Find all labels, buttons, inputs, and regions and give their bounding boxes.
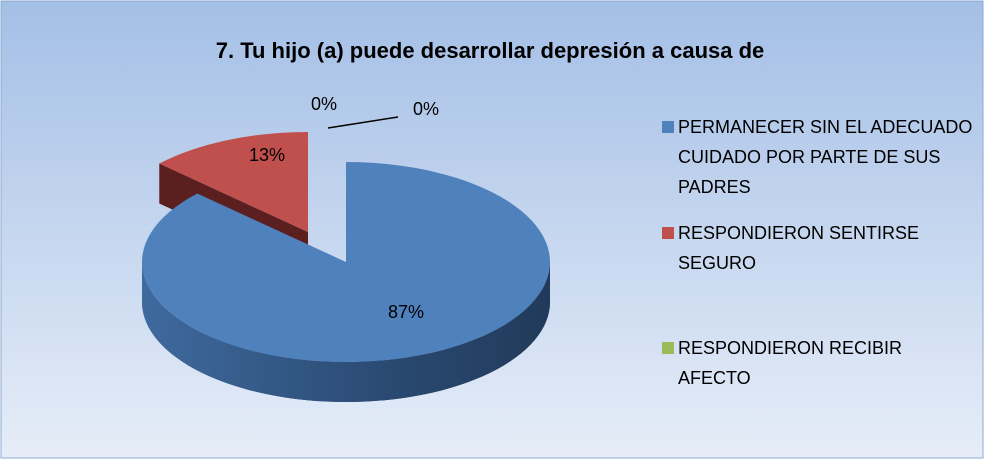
- pie-side: [142, 262, 550, 402]
- leader-line: [327, 116, 399, 129]
- legend-label: RESPONDIERON RECIBIR AFECTO: [678, 338, 903, 388]
- chart-title: 7. Tu hijo (a) puede desarrollar depresi…: [216, 38, 765, 63]
- legend-item: RESPONDIERON RECIBIR AFECTO: [662, 333, 977, 393]
- legend-swatch: [662, 342, 674, 354]
- legend-item: RESPONDIERON SENTIRSE SEGURO: [662, 218, 977, 278]
- data-label: 0%: [311, 94, 337, 114]
- legend-swatch: [662, 227, 674, 239]
- pie-slice: [159, 132, 308, 232]
- data-label: 0%: [413, 99, 439, 119]
- legend-item: PERMANECER SIN EL ADECUADO CUIDADO POR P…: [662, 112, 977, 202]
- legend-label: PERMANECER SIN EL ADECUADO CUIDADO POR P…: [678, 117, 973, 197]
- pie-slice: [141, 162, 550, 362]
- data-label: 87%: [388, 302, 424, 322]
- legend-label: RESPONDIERON SENTIRSE SEGURO: [678, 223, 920, 273]
- legend-swatch: [662, 121, 674, 133]
- data-label: 13%: [249, 145, 285, 165]
